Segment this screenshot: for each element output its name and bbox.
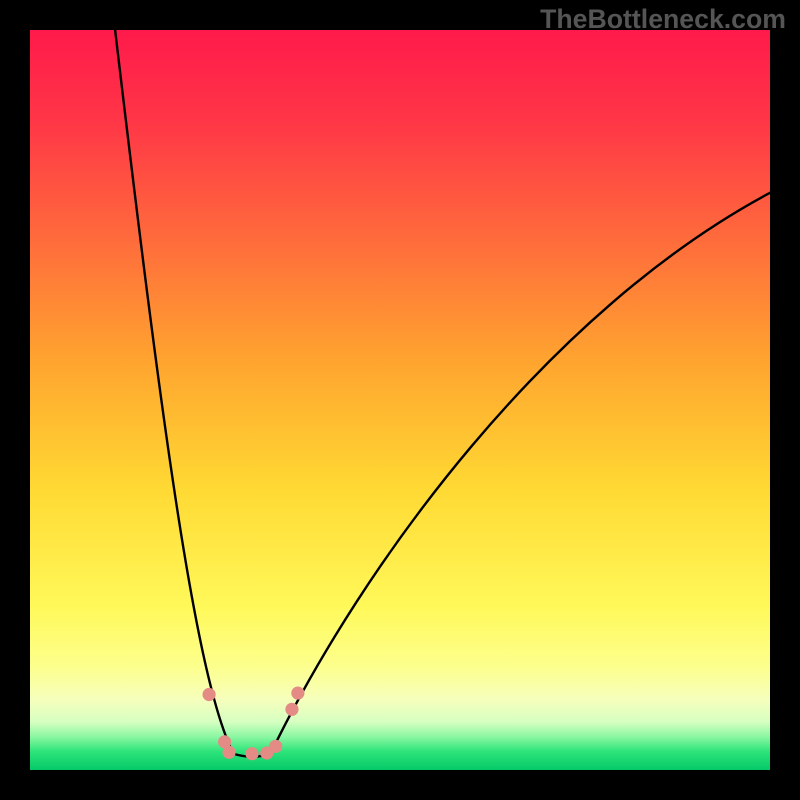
plot-area [30,30,770,770]
data-marker [269,740,282,753]
data-marker [245,747,258,760]
data-marker [222,746,235,759]
watermark-text: TheBottleneck.com [540,4,786,35]
chart-container: TheBottleneck.com [0,0,800,800]
chart-svg [30,30,770,770]
gradient-background [30,30,770,770]
data-marker [285,703,298,716]
data-marker [291,686,304,699]
data-marker [202,688,215,701]
